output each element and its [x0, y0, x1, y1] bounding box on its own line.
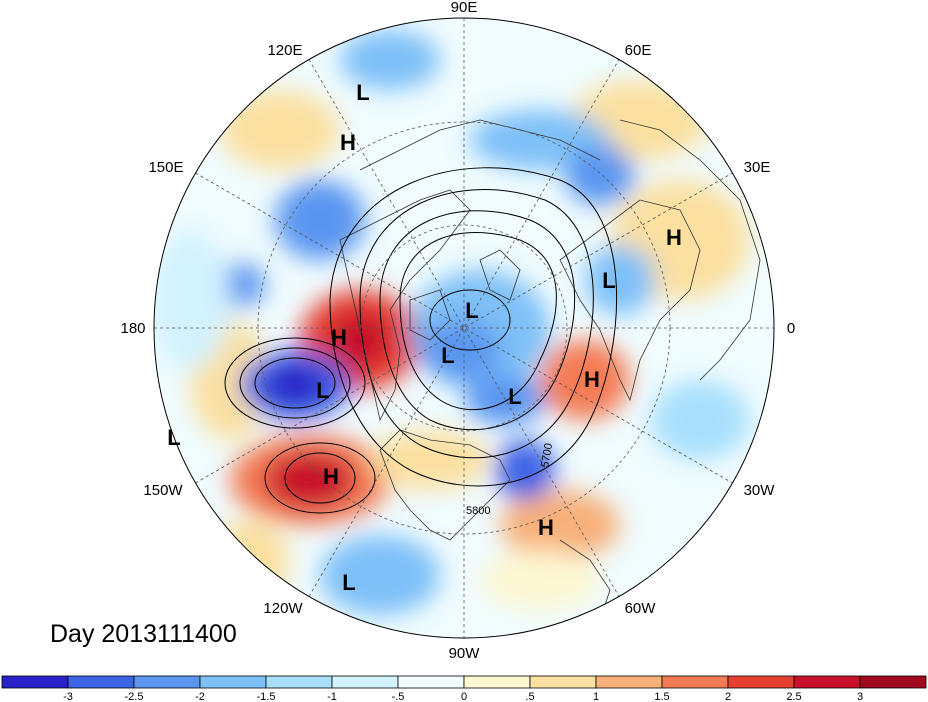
colorbar-tick-label: 2.5 — [786, 691, 801, 702]
lon-label-60w: 60W — [625, 600, 657, 617]
pressure-center-low: L — [167, 425, 180, 450]
anomaly-field — [154, 30, 750, 615]
colorbar-tick-label: -.5 — [392, 691, 405, 702]
lon-label-120e: 120E — [267, 42, 302, 59]
colorbar-box — [265, 675, 333, 689]
coastlines — [339, 119, 761, 621]
colorbar-box — [661, 675, 729, 689]
pressure-center-low: L — [465, 298, 478, 323]
colorbar-box — [133, 675, 201, 689]
colorbar-tick-label: 0 — [461, 691, 467, 702]
colorbar-box — [67, 675, 135, 689]
pressure-center-high: H — [538, 515, 554, 540]
height-contours — [224, 167, 618, 514]
lon-label-90w: 90W — [449, 645, 481, 662]
colorbar-tick-label: -2 — [195, 691, 205, 702]
colorbar: -3 -2.5 -2 -1.5 -1 -.5 0 .5 1 1.5 2 2.5 3 — [1, 675, 927, 702]
colorbar-tick-label: 2 — [725, 691, 731, 702]
colorbar-boxes — [1, 675, 927, 689]
graticule — [154, 18, 774, 638]
colorbar-box — [595, 675, 663, 689]
lon-label-30w: 30W — [744, 482, 776, 499]
colorbar-tick-label: -3 — [63, 691, 73, 702]
lon-label-30e: 30E — [744, 159, 771, 176]
lon-label-90e: 90E — [451, 0, 478, 16]
colorbar-tick-label: 1 — [593, 691, 599, 702]
pressure-center-low: L — [441, 343, 454, 368]
colorbar-tick-label: 1.5 — [654, 691, 669, 702]
colorbar-tick-label: -2.5 — [125, 691, 144, 702]
map-border — [153, 17, 775, 639]
pressure-center-low: L — [356, 80, 369, 105]
colorbar-box — [397, 675, 465, 689]
colorbar-tick-label: 3 — [857, 691, 863, 702]
lon-label-0: 0 — [787, 320, 795, 337]
colorbar-box — [529, 675, 597, 689]
colorbar-tick-label: -1.5 — [257, 691, 276, 702]
colorbar-box — [1, 675, 69, 689]
pressure-center-low: L — [316, 378, 329, 403]
date-title: Day 2013111400 — [50, 620, 237, 648]
colorbar-box — [463, 675, 531, 689]
pressure-center-low: L — [342, 570, 355, 595]
contour-label-5800: 5800 — [466, 505, 490, 517]
colorbar-box — [859, 675, 927, 689]
polar-map: 5700 5800 90E 60E 30E 0 30W 60W 90W 120W… — [120, 0, 795, 662]
lon-label-180: 180 — [120, 320, 145, 337]
pressure-center-high: H — [323, 464, 339, 489]
lon-label-150w: 150W — [143, 482, 183, 499]
pressure-center-high: H — [331, 325, 347, 350]
pressure-center-low: L — [508, 384, 521, 409]
colorbar-box — [331, 675, 399, 689]
colorbar-box — [199, 675, 267, 689]
pressure-center-high: H — [584, 367, 600, 392]
contour-label-5700: 5700 — [539, 442, 555, 468]
lon-label-150e: 150E — [148, 159, 183, 176]
lon-label-60e: 60E — [625, 42, 652, 59]
colorbar-box — [793, 675, 861, 689]
colorbar-tick-label: .5 — [525, 691, 534, 702]
pressure-center-high: H — [666, 225, 682, 250]
lon-label-120w: 120W — [263, 600, 303, 617]
colorbar-ticks: -3 -2.5 -2 -1.5 -1 -.5 0 .5 1 1.5 2 2.5 3 — [63, 691, 863, 702]
pressure-center-low: L — [602, 268, 615, 293]
colorbar-box — [727, 675, 795, 689]
pressure-center-high: H — [340, 130, 356, 155]
colorbar-tick-label: -1 — [327, 691, 337, 702]
